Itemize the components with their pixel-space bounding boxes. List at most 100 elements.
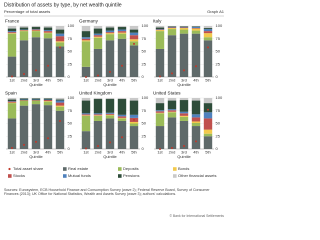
total-share-dot xyxy=(11,146,13,149)
bar-segment xyxy=(93,48,103,77)
bar-segment xyxy=(129,114,139,118)
bar-segment xyxy=(167,109,177,111)
bar-segment xyxy=(7,33,17,57)
bar-segment xyxy=(129,32,139,36)
bar-segment xyxy=(31,26,41,28)
bar-segment xyxy=(117,31,127,33)
x-tick-label: 4th xyxy=(45,150,51,155)
bar-segment xyxy=(93,115,103,121)
y-tick-label: 75 xyxy=(216,36,221,41)
total-share-dot xyxy=(183,69,185,72)
bar-segment xyxy=(155,31,165,49)
total-share-dot xyxy=(23,72,25,75)
bar-segment xyxy=(117,118,127,121)
bar-segment xyxy=(43,30,53,32)
total-share-dot xyxy=(109,141,111,144)
y-tick-label: 50 xyxy=(142,49,147,54)
bar-segment xyxy=(7,101,17,103)
sources: Sources: Eurosystem, ECB Household Finan… xyxy=(4,188,210,197)
bar-segment xyxy=(191,28,201,31)
bar-segment xyxy=(117,114,127,117)
bar-segment xyxy=(105,112,115,114)
bar-segment xyxy=(167,26,177,27)
y-tick-label: 0 xyxy=(142,74,145,79)
legend-swatch xyxy=(8,174,12,178)
total-share-dot xyxy=(171,146,173,149)
total-share-dot xyxy=(195,65,197,68)
bar-segment xyxy=(105,98,115,100)
bar-segment xyxy=(179,33,189,77)
total-share-dot xyxy=(121,64,123,67)
bar-segment xyxy=(129,35,139,40)
bar-segment xyxy=(191,114,201,118)
bar-segment xyxy=(203,31,213,34)
bar-segment xyxy=(43,26,53,28)
bar-segment xyxy=(81,41,91,67)
bar-segment xyxy=(179,27,189,28)
chart-subtitle: Percentage of total assets xyxy=(4,9,50,14)
bar-segment xyxy=(7,32,17,34)
bar-segment xyxy=(191,126,201,149)
bar-segment xyxy=(43,101,53,106)
x-tick-label: 5th xyxy=(131,150,137,155)
x-tick-label: 3rd xyxy=(33,150,39,155)
y-tick-label: 100 xyxy=(216,23,223,28)
bar-segment xyxy=(203,136,213,149)
bar-segment xyxy=(93,120,103,149)
y-tick-label: 75 xyxy=(142,108,147,113)
bar-segment xyxy=(155,110,165,112)
bar-segment xyxy=(117,29,127,32)
x-tick-label: 2nd xyxy=(169,150,176,155)
bar-segment xyxy=(129,123,139,127)
bar-segment xyxy=(31,98,41,99)
bar-segment xyxy=(43,98,53,100)
page: {"header": {"title": "Distribution of as… xyxy=(4,2,225,218)
bar-segment xyxy=(93,98,103,100)
bar-segment xyxy=(179,26,189,27)
bar-segment xyxy=(179,28,189,30)
bar-segment xyxy=(117,27,127,30)
bar-segment xyxy=(7,33,17,34)
bar-segment xyxy=(81,26,91,32)
bar-segment xyxy=(19,100,29,101)
bar-segment xyxy=(179,26,189,28)
x-tick-label: 2nd xyxy=(169,78,176,83)
bar-segment xyxy=(7,103,17,119)
bar-segment xyxy=(105,113,115,115)
bar-segment xyxy=(93,36,103,38)
bar-segment xyxy=(31,99,41,101)
total-share-dot xyxy=(47,137,49,140)
bar-segment xyxy=(191,33,201,77)
bar-segment xyxy=(179,98,189,101)
bar-segment xyxy=(117,26,127,28)
graph-id: Graph A1 xyxy=(207,9,225,14)
bar-segment xyxy=(43,31,53,33)
x-tick-label: 2nd xyxy=(21,150,28,155)
chart-title: Distribution of assets by type, by net w… xyxy=(4,2,122,8)
x-axis-label: Quintile xyxy=(103,154,117,159)
bar-segment xyxy=(7,118,17,149)
copyright: © Bank for International Settlements xyxy=(169,214,224,218)
bar-segment xyxy=(19,29,29,31)
bar-segment xyxy=(105,114,115,116)
total-share-dot xyxy=(207,108,209,111)
bar-segment xyxy=(167,111,177,113)
legend-swatch xyxy=(118,174,122,178)
bar-segment xyxy=(203,29,213,32)
bar-segment xyxy=(7,101,17,102)
legend-label: Deposits xyxy=(123,166,139,171)
total-share-dot xyxy=(159,75,161,78)
bar-segment xyxy=(117,120,127,149)
legend-swatch xyxy=(118,167,122,171)
y-tick-label: 100 xyxy=(142,23,149,28)
legend-label: Mutual funds xyxy=(68,173,91,178)
x-tick-label: 1st xyxy=(157,78,163,83)
bar-segment xyxy=(81,38,91,41)
x-tick-label: 5th xyxy=(57,150,63,155)
total-share-dot xyxy=(85,147,87,150)
bar-segment xyxy=(55,106,65,111)
bar-segment xyxy=(191,26,201,28)
y-tick-label: 50 xyxy=(68,121,73,126)
legend-swatch xyxy=(63,174,67,178)
bar-segment xyxy=(203,33,213,38)
